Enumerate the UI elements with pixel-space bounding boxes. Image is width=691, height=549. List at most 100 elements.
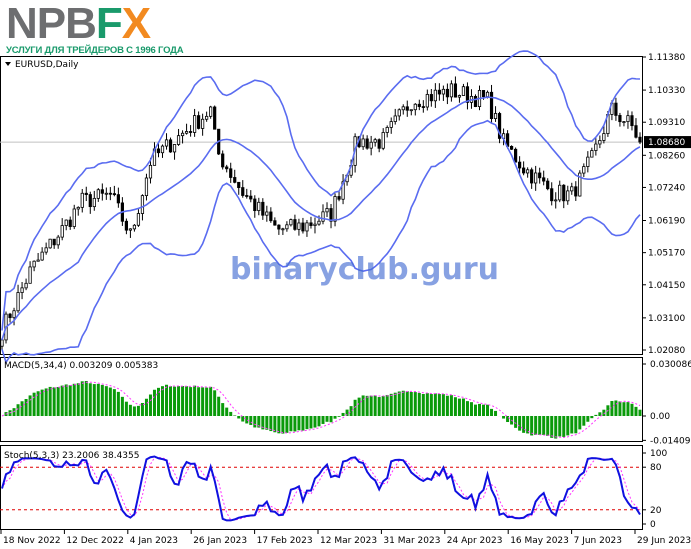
macd-bar — [542, 416, 546, 435]
logo-f: F — [95, 0, 123, 48]
macd-bar — [530, 416, 534, 436]
candle-body — [285, 224, 289, 230]
macd-bar — [506, 416, 510, 423]
stoch-main-line — [1, 455, 641, 522]
macd-bar — [389, 393, 393, 416]
macd-bar — [104, 386, 108, 416]
macd-bar — [393, 392, 397, 416]
macd-signal-line — [1, 381, 641, 438]
candle-body — [197, 115, 201, 129]
candle-body — [558, 184, 562, 201]
candle-body — [293, 219, 297, 230]
macd-bar — [413, 392, 417, 416]
macd-bar — [205, 387, 209, 416]
macd-bar — [32, 392, 36, 416]
price-tick-label: 1.09310 — [648, 118, 685, 128]
candle-body — [289, 219, 293, 226]
price-tick-label: 1.02080 — [648, 346, 685, 356]
logo-b: B — [65, 0, 97, 48]
macd-bar — [249, 416, 253, 425]
candle-body — [0, 339, 4, 347]
macd-bar — [301, 416, 305, 431]
macd-bar — [417, 392, 421, 416]
logo-x: X — [121, 0, 151, 48]
watermark: binaryclub.guru — [230, 252, 499, 287]
candle-body — [602, 133, 606, 141]
candle-body — [493, 113, 498, 119]
macd-bar — [381, 396, 385, 416]
candle-body — [237, 181, 241, 188]
price-tick-label: 1.10330 — [648, 86, 685, 96]
time-tick-label: 29 Jun 2023 — [637, 536, 691, 546]
candle-body — [176, 135, 181, 145]
macd-bar — [433, 393, 437, 416]
candle-body — [590, 150, 594, 158]
candle-body — [429, 94, 433, 102]
stoch-tick-label: 20 — [650, 506, 662, 516]
candle-body — [461, 86, 466, 96]
macd-bar — [40, 389, 44, 416]
macd-bar — [586, 416, 590, 422]
macd-bar — [618, 401, 622, 416]
candle-body — [225, 166, 229, 170]
macd-bar — [361, 395, 365, 416]
macd-bar — [201, 387, 205, 416]
macd-tick-label: 0.030086 — [650, 360, 691, 370]
macd-bar — [578, 416, 582, 430]
candle-body — [265, 211, 269, 216]
macd-bar — [253, 416, 257, 428]
candle-body — [574, 186, 578, 197]
candle-body — [92, 197, 96, 208]
candle-body — [245, 195, 249, 197]
candle-body — [634, 125, 638, 138]
macd-bar — [405, 391, 409, 416]
candle-body — [301, 222, 305, 232]
macd-bar — [365, 395, 369, 416]
candle-body — [481, 90, 486, 98]
stoch-tick-label: 80 — [650, 463, 662, 473]
price-tick-label: 1.04150 — [648, 281, 685, 291]
macd-bar — [309, 416, 313, 429]
candle-body — [8, 313, 12, 319]
candle-body — [542, 177, 546, 182]
candle-body — [377, 139, 381, 149]
macd-bar — [181, 386, 185, 416]
candle-body — [473, 95, 478, 107]
candle-body — [417, 103, 421, 107]
macd-bar — [518, 416, 522, 431]
macd-bar — [213, 390, 217, 416]
macd-bar — [453, 397, 457, 416]
candle-body — [188, 131, 193, 133]
candle-body — [229, 168, 233, 178]
macd-bar — [68, 385, 72, 416]
time-tick-label: 31 Mar 2023 — [383, 536, 440, 546]
candle-body — [40, 251, 44, 261]
macd-bar — [614, 400, 618, 416]
macd-bar — [209, 386, 213, 416]
bollinger-middle — [1, 96, 641, 341]
candle-body — [497, 113, 502, 139]
macd-bar — [401, 390, 405, 416]
candle-body — [124, 220, 128, 231]
candle-body — [297, 222, 301, 230]
candle-body — [518, 161, 522, 169]
candle-body — [193, 115, 197, 133]
macd-bar — [285, 416, 289, 433]
candle-body — [397, 109, 401, 117]
candle-body — [586, 156, 590, 167]
macd-bar — [140, 402, 144, 416]
candle-body — [570, 186, 574, 192]
price-tick-label: 1.07240 — [648, 183, 685, 193]
macd-bar — [622, 402, 626, 416]
candle-body — [409, 109, 413, 112]
candle-body — [28, 266, 32, 284]
macd-bar — [20, 401, 24, 416]
macd-bar — [128, 404, 132, 416]
candle-body — [16, 292, 20, 312]
main-panel-frame — [0, 56, 643, 355]
macd-bar — [144, 398, 148, 416]
macd-bar — [482, 404, 486, 416]
macd-bar — [173, 386, 177, 416]
candle-body — [550, 188, 554, 202]
